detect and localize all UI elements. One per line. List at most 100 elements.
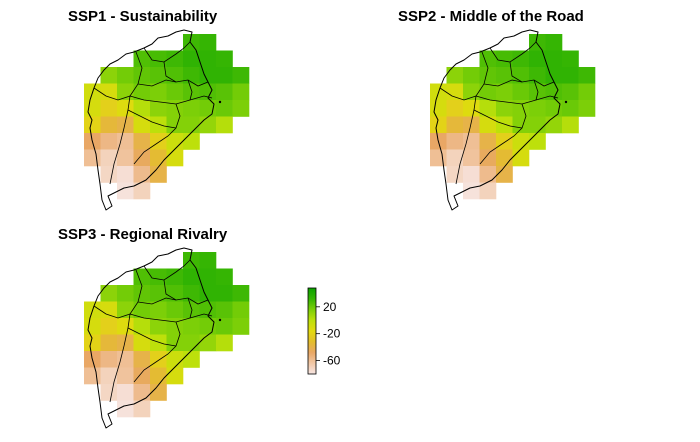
raster-cell bbox=[199, 50, 217, 68]
raster-cell bbox=[183, 100, 200, 117]
raster-cell bbox=[183, 268, 200, 286]
raster-cell bbox=[199, 100, 217, 117]
raster-cell bbox=[84, 334, 101, 352]
province-border bbox=[489, 41, 537, 63]
raster-cell bbox=[117, 100, 134, 117]
raster-cell bbox=[446, 100, 464, 117]
map-raster bbox=[430, 29, 596, 211]
legend-colorbar bbox=[307, 287, 317, 375]
province-border bbox=[163, 279, 209, 305]
raster-cell bbox=[216, 301, 233, 319]
province-border bbox=[137, 297, 177, 305]
raster-cell bbox=[133, 83, 151, 101]
raster-cell bbox=[117, 384, 134, 401]
raster-cell bbox=[133, 367, 151, 385]
raster-cell bbox=[84, 318, 101, 335]
raster-cell bbox=[199, 34, 217, 51]
raster-cell bbox=[496, 116, 513, 134]
raster-cell bbox=[199, 318, 217, 335]
raster-cell bbox=[100, 301, 118, 319]
raster-cell bbox=[463, 149, 480, 167]
raster-cell bbox=[430, 116, 447, 134]
raster-cell bbox=[117, 67, 134, 84]
province-border bbox=[127, 109, 177, 129]
raster-cell bbox=[216, 83, 233, 101]
raster-cell bbox=[232, 83, 250, 101]
raster-cell bbox=[117, 318, 134, 335]
province-border bbox=[533, 79, 539, 101]
raster-cell bbox=[150, 83, 167, 101]
raster-cell bbox=[166, 67, 184, 84]
raster-cell bbox=[199, 116, 217, 134]
raster-cell bbox=[183, 318, 200, 335]
raster-cell bbox=[133, 116, 151, 134]
raster-cell bbox=[166, 149, 184, 167]
raster-cell bbox=[100, 334, 118, 352]
raster-cell bbox=[199, 252, 217, 269]
raster-cell bbox=[100, 100, 118, 117]
raster-cell bbox=[430, 100, 447, 117]
raster-cell bbox=[166, 268, 184, 286]
raster-cell bbox=[133, 318, 151, 335]
raster-cell bbox=[183, 351, 200, 368]
raster-cell bbox=[512, 67, 530, 84]
raster-cell bbox=[199, 268, 217, 286]
raster-cell bbox=[133, 400, 151, 418]
province-border bbox=[127, 327, 177, 347]
raster-cell bbox=[100, 351, 118, 368]
raster-cell bbox=[496, 133, 513, 150]
legend-tick-label: 20 bbox=[323, 300, 337, 314]
province-border bbox=[163, 61, 209, 87]
raster-cell bbox=[150, 351, 167, 368]
province-border bbox=[483, 79, 523, 87]
raster-cell bbox=[463, 116, 480, 134]
raster-cell bbox=[446, 83, 464, 101]
raster-cell bbox=[545, 34, 563, 51]
raster-cell bbox=[133, 384, 151, 401]
raster-cell bbox=[150, 133, 167, 150]
raster-cell bbox=[545, 67, 563, 84]
panel-title: SSP3 - Regional Rivalry bbox=[58, 226, 228, 243]
raster-cell bbox=[150, 67, 167, 84]
raster-cell bbox=[446, 67, 464, 84]
raster-cell bbox=[133, 133, 151, 150]
raster-cell bbox=[166, 83, 184, 101]
raster-cell bbox=[216, 334, 233, 352]
province-border bbox=[439, 87, 477, 101]
legend-tick-label: -60 bbox=[323, 354, 341, 368]
panel-title: SSP1 - Sustainability bbox=[68, 8, 218, 25]
raster-cell bbox=[133, 351, 151, 368]
raster-cell bbox=[183, 133, 200, 150]
raster-cell bbox=[133, 301, 151, 319]
country-outline bbox=[87, 247, 215, 429]
raster-cell bbox=[100, 149, 118, 167]
raster-cell bbox=[117, 400, 134, 418]
raster-cell bbox=[117, 133, 134, 150]
raster-cell bbox=[512, 116, 530, 134]
raster-cell bbox=[133, 334, 151, 352]
raster-cell bbox=[479, 100, 497, 117]
raster-cell bbox=[84, 116, 101, 134]
raster-cell bbox=[84, 149, 101, 167]
raster-cell bbox=[133, 149, 151, 167]
raster-cell bbox=[100, 116, 118, 134]
raster-cell bbox=[117, 182, 134, 200]
raster-cell bbox=[150, 285, 167, 302]
raster-cell bbox=[150, 367, 167, 385]
raster-cell bbox=[150, 166, 167, 183]
raster-cell bbox=[562, 100, 579, 117]
raster-cell bbox=[529, 83, 546, 101]
raster-cell bbox=[529, 50, 546, 68]
island-marker bbox=[218, 318, 222, 322]
raster-cell bbox=[479, 133, 497, 150]
raster-cell bbox=[150, 268, 167, 286]
raster-cell bbox=[562, 83, 579, 101]
raster-cell bbox=[117, 285, 134, 302]
raster-cell bbox=[117, 149, 134, 167]
raster-cell bbox=[150, 116, 167, 134]
raster-cell bbox=[232, 67, 250, 84]
raster-cell bbox=[100, 67, 118, 84]
raster-cell bbox=[479, 166, 497, 183]
raster-cell bbox=[183, 83, 200, 101]
raster-cell bbox=[216, 268, 233, 286]
